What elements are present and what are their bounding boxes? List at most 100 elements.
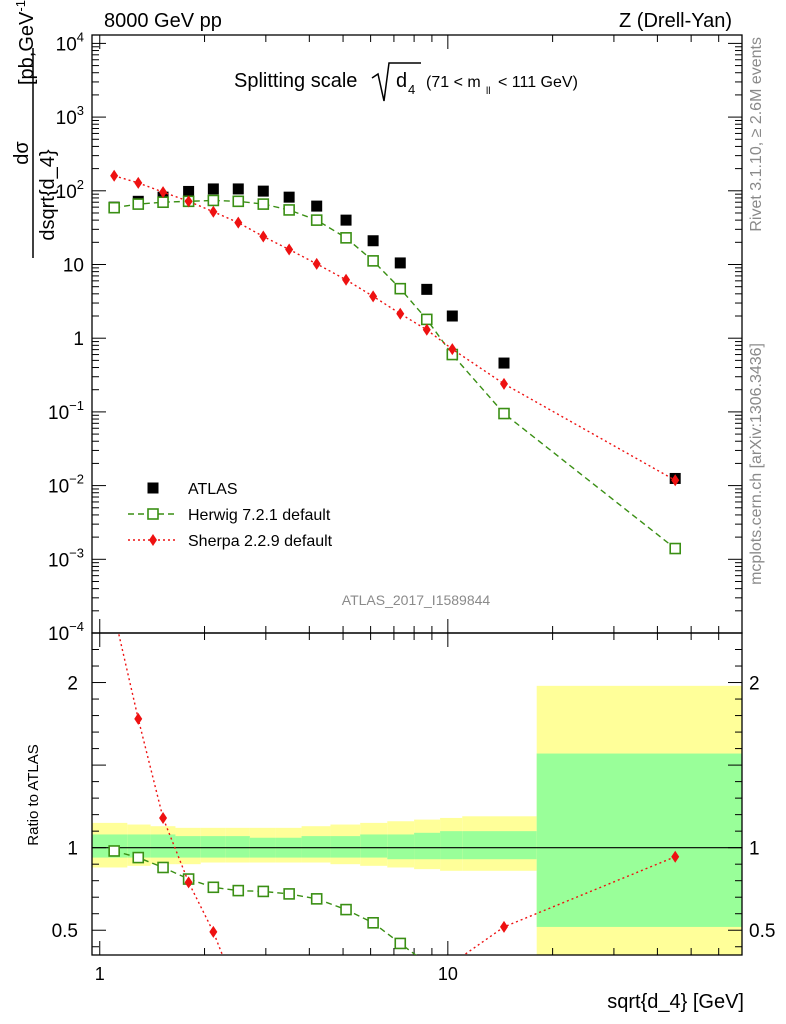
ratio-point-10 [367, 916, 379, 929]
legend-marker [147, 482, 159, 494]
title-prefix: Splitting scale [234, 70, 357, 92]
ratio-line [113, 850, 417, 955]
inner-band-2 [150, 834, 176, 858]
y-tick-label: 10 [63, 255, 84, 276]
main-point-10 [367, 255, 379, 267]
inner-band-10 [360, 834, 388, 858]
main-line [114, 199, 676, 550]
ratio-point-5 [232, 884, 245, 897]
inner-band-11 [387, 834, 415, 860]
y-tick-label: 104 [56, 29, 84, 55]
main-diamond-dotted [110, 169, 680, 487]
main-point-7 [283, 191, 295, 203]
y-tick-label: 10−3 [48, 545, 84, 571]
title-range-a: (71 < m [426, 74, 481, 91]
ylabel-units-a: [pb,GeV [16, 11, 38, 85]
ratio-point-12 [422, 958, 432, 968]
ratio-y-tick-label: 2 [67, 674, 78, 695]
title-range-sub: ll [486, 86, 490, 97]
y-tick-label: 1 [73, 329, 84, 350]
main-point-14 [498, 357, 510, 369]
y-tick-label: 102 [56, 177, 84, 203]
main-point-12 [421, 283, 433, 295]
ratio-y-tick-label-right: 1 [749, 839, 760, 860]
legend-label: Herwig 7.2.1 default [188, 507, 331, 524]
ylabel-units-sup: -1 [13, 0, 28, 12]
ratio-y-tick-label: 0.5 [52, 921, 78, 942]
main-point-7 [285, 243, 294, 256]
ratio-point-1 [134, 712, 143, 725]
main-point-12 [420, 313, 433, 326]
ylabel-denominator: dsqrt{d_4} [37, 149, 59, 241]
main-point-8 [311, 200, 323, 212]
ratio-diamond-dotted [117, 633, 680, 969]
y-tick-label: 10−4 [48, 619, 84, 645]
main-point-15 [669, 542, 682, 555]
uncertainty-bands [92, 685, 742, 955]
legend-label: ATLAS [188, 481, 238, 498]
main-point-7 [283, 204, 295, 216]
main-point-3 [183, 185, 195, 197]
main-data-square [108, 183, 681, 484]
main-point-6 [257, 198, 270, 210]
ratio-point-2 [157, 861, 169, 874]
ratio-point-3 [184, 876, 193, 889]
main-point-5 [232, 195, 245, 208]
ratio-point-8 [310, 893, 323, 905]
main-point-10 [367, 235, 379, 247]
main-point-2 [157, 196, 169, 209]
main-point-2 [159, 186, 168, 199]
y-tick-label: 10−1 [48, 398, 84, 424]
main-point-11 [396, 307, 405, 320]
ratio-point-8 [671, 850, 680, 863]
y-tick-label: 10−2 [48, 472, 84, 498]
title-range-b: < 111 GeV) [498, 74, 578, 91]
main-point-4 [207, 183, 219, 195]
main-point-1 [132, 198, 145, 210]
ratio-point-11 [394, 937, 407, 950]
main-point-12 [422, 323, 431, 336]
main-point-11 [394, 257, 406, 269]
inner-band-9 [330, 836, 361, 858]
ratio-ylabel: Ratio to ATLAS [25, 744, 42, 845]
ratio-point-0 [108, 845, 120, 857]
title-sqrt-arg: d [396, 70, 407, 92]
inner-band-12 [414, 832, 441, 860]
ratio-point-7 [500, 920, 509, 933]
watermark: ATLAS_2017_I1589844 [342, 592, 491, 608]
main-point-0 [110, 169, 119, 182]
main-point-6 [257, 185, 269, 197]
header-right: Z (Drell-Yan) [619, 10, 732, 32]
ratio-point-2 [159, 811, 168, 824]
ylabel-units: [pb,GeV-1] [13, 0, 38, 85]
main-point-13 [448, 343, 457, 356]
main-point-4 [207, 194, 220, 207]
ratio-point-6 [257, 885, 270, 898]
ratio-point-4 [209, 925, 218, 938]
inner-band-13 [440, 831, 463, 860]
mcplots-label: mcplots.cern.ch [arXiv:1306.3436] [748, 343, 765, 585]
ratio-point-5 [222, 957, 230, 969]
legend-marker [147, 508, 159, 520]
main-point-1 [134, 176, 143, 189]
inner-band-4 [200, 836, 226, 858]
sqrt-symbol [371, 62, 421, 102]
main-point-5 [234, 216, 243, 229]
ratio-y-tick-label: 1 [67, 839, 78, 860]
legend-entry-0: ATLAS [147, 481, 238, 498]
ratio-point-4 [207, 881, 220, 894]
data-series [108, 169, 682, 969]
legend-entry-1: Herwig 7.2.1 default [128, 507, 331, 524]
ylabel-numerator: dσ [11, 141, 33, 165]
main-point-9 [340, 214, 352, 226]
main-point-9 [342, 273, 351, 286]
ratio-point-1 [132, 851, 145, 864]
main-point-11 [394, 282, 407, 295]
header-left: 8000 GeV pp [104, 10, 222, 32]
rivet-label: Rivet 3.1.10, ≥ 2.6M events [748, 37, 765, 232]
main-point-10 [369, 290, 378, 303]
main-point-8 [312, 257, 321, 270]
title-sqrt-sub: 4 [408, 82, 415, 97]
main-point-3 [184, 195, 193, 208]
